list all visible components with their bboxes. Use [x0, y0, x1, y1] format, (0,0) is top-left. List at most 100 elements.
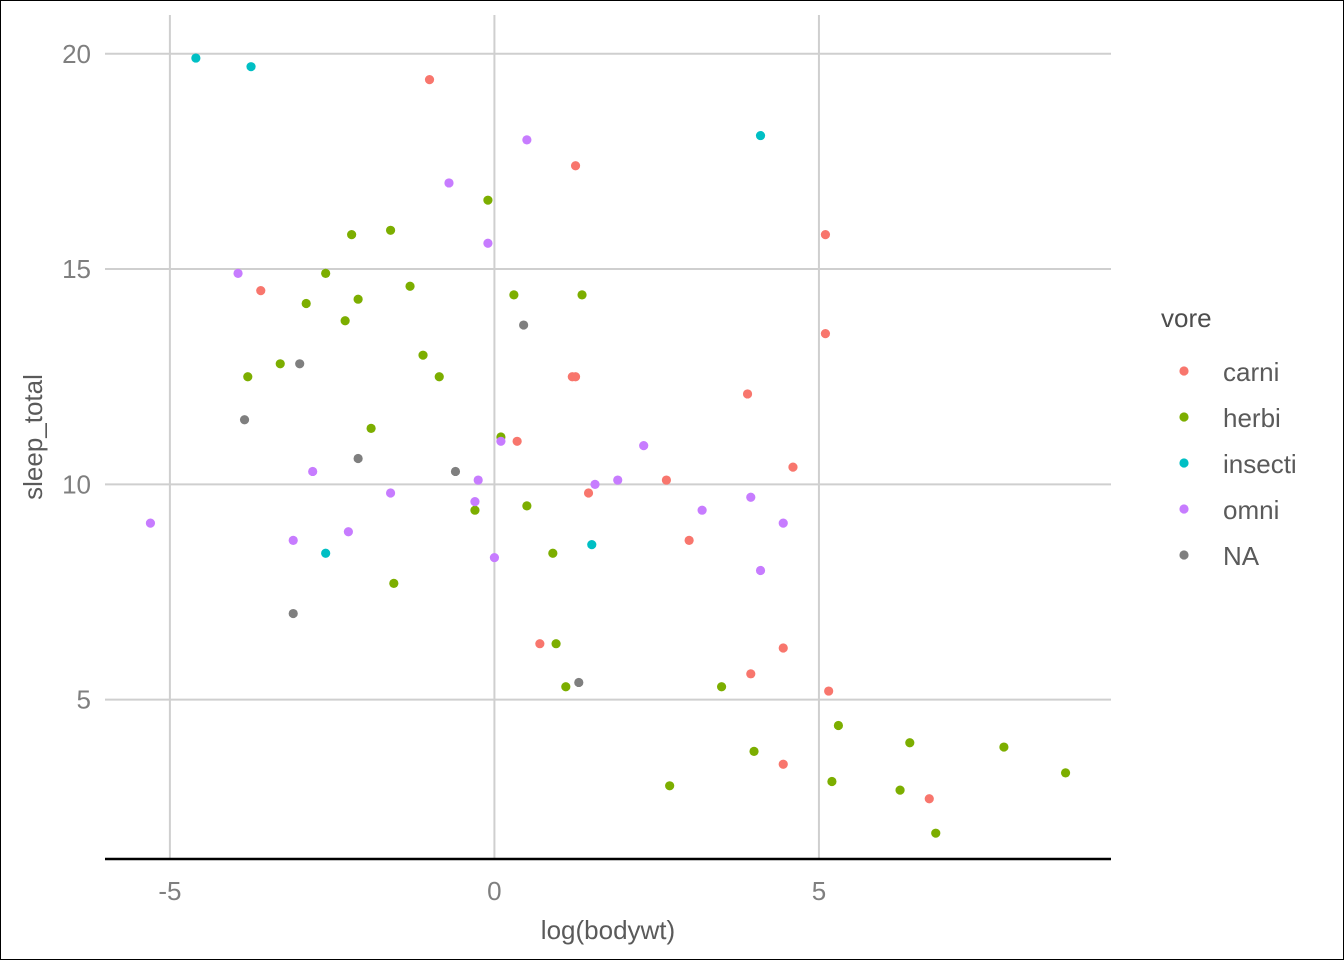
data-point [905, 738, 915, 748]
y-axis-title: sleep_total [18, 374, 48, 500]
legend-label: insecti [1223, 449, 1297, 479]
data-point [512, 436, 522, 446]
data-point [788, 462, 798, 472]
data-point [590, 479, 600, 489]
data-point [191, 53, 201, 63]
data-point [353, 294, 363, 304]
data-point [755, 130, 766, 141]
legend-key [1179, 366, 1189, 376]
legend-label: NA [1223, 541, 1260, 571]
data-point [295, 359, 305, 369]
data-point [509, 290, 519, 300]
data-point [470, 496, 480, 507]
series-insecti [191, 53, 766, 558]
data-points [145, 53, 1071, 838]
data-point [583, 488, 594, 498]
data-point [496, 436, 506, 446]
legend-title: vore [1161, 303, 1212, 333]
data-point [1060, 768, 1071, 778]
legend-key [1179, 550, 1189, 560]
data-point [778, 518, 788, 528]
data-point [665, 781, 675, 791]
data-point [999, 742, 1009, 752]
data-point [746, 669, 756, 679]
data-point [385, 488, 396, 498]
y-tick-label: 15 [62, 254, 91, 284]
x-tick-labels: -5 0 5 [158, 876, 826, 906]
legend-label: omni [1223, 495, 1279, 525]
data-point [389, 578, 399, 589]
data-point [570, 372, 581, 382]
data-point [405, 281, 415, 291]
data-point [418, 350, 428, 360]
data-point [820, 329, 831, 339]
data-point [833, 720, 844, 731]
data-point [424, 74, 435, 85]
data-point [697, 505, 707, 515]
data-point [587, 540, 597, 550]
data-point [778, 643, 788, 653]
data-point [924, 794, 934, 804]
y-tick-label: 10 [62, 469, 91, 499]
data-point [684, 535, 694, 545]
data-point [288, 535, 298, 545]
data-point [256, 285, 266, 296]
data-point [577, 290, 587, 300]
data-point [716, 682, 727, 692]
data-point [343, 527, 353, 537]
data-point [895, 785, 905, 795]
data-point [483, 195, 493, 205]
data-point [321, 268, 331, 278]
legend-items: carni herbi insecti omni NA [1179, 357, 1297, 571]
legend-key [1179, 458, 1189, 468]
data-point [489, 552, 500, 563]
data-point [749, 746, 759, 756]
data-point [434, 372, 444, 382]
data-point [239, 415, 250, 425]
data-point [288, 608, 298, 619]
data-point [827, 776, 837, 787]
data-point [246, 62, 256, 72]
data-point [639, 441, 649, 451]
data-point [444, 178, 454, 188]
data-point [561, 682, 571, 692]
data-point [347, 230, 357, 240]
data-point [522, 135, 532, 145]
data-point [820, 230, 831, 240]
data-point [145, 518, 156, 528]
data-point [301, 298, 311, 309]
x-tick-label: -5 [158, 876, 181, 906]
series-carni [256, 74, 934, 804]
series-herbi [243, 195, 1071, 838]
data-point [778, 759, 788, 769]
data-point [742, 389, 753, 399]
y-tick-label: 5 [77, 685, 91, 715]
data-point [473, 475, 483, 485]
data-point [931, 828, 941, 838]
data-point [824, 686, 834, 696]
legend-label: herbi [1223, 403, 1281, 433]
data-point [308, 466, 318, 477]
data-point [551, 639, 561, 649]
legend-key [1179, 504, 1189, 514]
y-tick-labels: 5 10 15 20 [62, 39, 91, 715]
data-point [535, 639, 545, 649]
data-point [470, 505, 480, 515]
legend-key [1179, 412, 1189, 422]
data-point [613, 475, 623, 485]
data-point [385, 225, 396, 235]
data-point [275, 359, 285, 369]
data-point [353, 453, 363, 464]
data-point [233, 268, 243, 278]
data-point [450, 466, 461, 477]
legend: vore carni herbi insecti omni NA [1161, 303, 1297, 571]
data-point [755, 565, 766, 576]
x-tick-label: 5 [812, 876, 826, 906]
gridlines [105, 15, 1111, 859]
data-point [483, 238, 493, 248]
x-tick-label: 0 [487, 876, 501, 906]
data-point [574, 677, 584, 688]
data-point [321, 548, 331, 558]
